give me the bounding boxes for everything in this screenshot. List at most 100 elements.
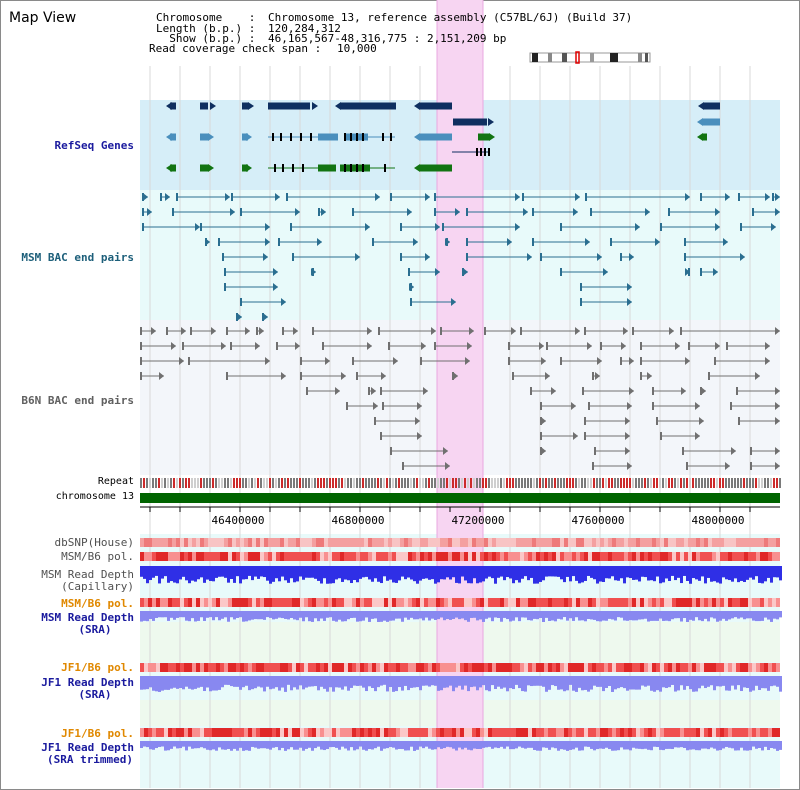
- repeat-segment: [584, 478, 586, 488]
- msm-pol2-heat-cell: [708, 598, 712, 607]
- jf1-sra-depth-bar: [518, 676, 521, 689]
- jf1-pol2-heat-cell: [576, 728, 580, 737]
- jf1-pol-heat-cell: [616, 663, 620, 672]
- msm-pol-heat-cell: [648, 552, 652, 561]
- jf1-trimmed-depth-bar: [695, 741, 698, 751]
- msm-bac-pair-arrow: [375, 193, 380, 201]
- msm-pol-heat-cell: [756, 552, 760, 561]
- jf1-pol2-heat-cell: [396, 728, 400, 737]
- dbsnp-heat-cell: [352, 538, 356, 547]
- msm-pol2-heat-cell: [160, 598, 164, 607]
- msm-pol2-heat-cell: [660, 598, 664, 607]
- msm-capillary-depth-bar: [761, 566, 764, 584]
- jf1-sra-depth-bar: [428, 676, 431, 687]
- msm-pol2-heat-cell: [564, 598, 568, 607]
- jf1-pol2-heat-cell: [152, 728, 156, 737]
- jf1-pol2-heat-cell: [156, 728, 160, 737]
- jf1-trimmed-depth-bar: [392, 741, 395, 748]
- jf1-pol-heat-cell: [348, 663, 352, 672]
- jf1-pol2-heat-cell: [520, 728, 524, 737]
- msm-bac-pair-arrow: [527, 253, 532, 261]
- msm-pol2-heat-cell: [156, 598, 160, 607]
- jf1-sra-depth-bar: [689, 676, 692, 690]
- jf1-sra-depth-bar: [395, 676, 398, 692]
- msm-pol-heat-cell: [464, 552, 468, 561]
- dbsnp-heat-cell: [748, 538, 752, 547]
- b6n-bac-pair-arrow: [443, 447, 448, 455]
- jf1-sra-depth-bar: [593, 676, 596, 686]
- jf1-sra-depth-bar: [569, 676, 572, 685]
- msm-sra-depth-bar: [593, 611, 596, 620]
- b6n-bac-pair-arrow: [293, 327, 298, 335]
- jf1-trimmed-depth-bar: [389, 741, 392, 747]
- msm-capillary-depth-bar: [176, 566, 179, 584]
- msm-capillary-depth-bar: [611, 566, 614, 577]
- jf1-trimmed-depth-bar: [746, 741, 749, 751]
- msm-capillary-depth-bar: [668, 566, 671, 582]
- jf1-pol2-heat-cell: [356, 728, 360, 737]
- jf1-trimmed-depth-bar: [524, 741, 527, 749]
- msm-pol-heat-cell: [624, 552, 628, 561]
- b6n-bac-pair-end: [140, 357, 142, 365]
- msm-sra-depth-bar: [287, 611, 290, 620]
- jf1-pol-heat-cell: [700, 663, 704, 672]
- msm-pol2-heat-cell: [688, 598, 692, 607]
- jf1-sra-depth-bar: [764, 676, 767, 689]
- jf1-trimmed-depth-bar: [662, 741, 665, 751]
- msm-bac-pair-arrow: [627, 283, 632, 291]
- repeat-segment: [611, 478, 613, 488]
- b6n-bac-pair-end: [140, 342, 142, 350]
- msm-capillary-depth-bar: [371, 566, 374, 582]
- msm-pol2-heat-cell: [712, 598, 716, 607]
- jf1-sra-depth-bar: [155, 676, 158, 692]
- jf1-sra-depth-bar: [320, 676, 323, 687]
- refseq-gene-steel-2-arrow-left: [697, 118, 703, 126]
- jf1-sra-depth-bar: [374, 676, 377, 692]
- jf1-pol-heat-cell: [724, 663, 728, 672]
- b6n-bac-pair-arrow: [171, 342, 176, 350]
- jf1-trimmed-depth-bar: [476, 741, 479, 749]
- track-label-msm-bac[interactable]: MSM BAC end pairs: [21, 251, 134, 264]
- track-label-b6n-bac[interactable]: B6N BAC end pairs: [21, 394, 134, 407]
- msm-pol2-heat-cell: [692, 598, 696, 607]
- jf1-trimmed-depth-bar: [182, 741, 185, 747]
- dbsnp-heat-cell: [296, 538, 300, 547]
- msm-sra-depth-bar: [725, 611, 728, 621]
- jf1-pol-heat-cell: [292, 663, 296, 672]
- msm-sra-depth-bar: [356, 611, 359, 622]
- jf1-pol2-heat-cell: [636, 728, 640, 737]
- jf1-pol2-heat-cell: [528, 728, 532, 737]
- jf1-sra-depth-bar: [425, 676, 428, 686]
- msm-capillary-depth-bar: [587, 566, 590, 576]
- repeat-segment: [644, 478, 646, 488]
- msm-capillary-depth-bar: [413, 566, 416, 582]
- msm-sra-depth-bar: [335, 611, 338, 622]
- msm-capillary-depth-bar: [302, 566, 305, 580]
- b6n-bac-pair-arrow: [467, 342, 472, 350]
- msm-pol2-heat-cell: [376, 598, 380, 607]
- jf1-sra-depth-bar: [722, 676, 725, 686]
- jf1-pol2-heat-cell: [776, 728, 780, 737]
- dbsnp-heat-cell: [160, 538, 164, 547]
- track-label-refseq-genes[interactable]: RefSeq Genes: [54, 139, 134, 152]
- axis-tick-label: 46800000: [332, 514, 385, 527]
- msm-sra-depth-bar: [719, 611, 722, 621]
- jf1-pol2-heat-cell: [168, 728, 172, 737]
- repeat-segment: [314, 478, 316, 488]
- repeat-segment: [752, 478, 754, 488]
- jf1-pol-heat-cell: [276, 663, 280, 672]
- jf1-sra-depth-bar: [188, 676, 191, 689]
- jf1-trimmed-depth-bar: [431, 741, 434, 750]
- repeat-segment: [248, 478, 250, 488]
- msm-pol2-heat-cell: [520, 598, 524, 607]
- msm-sra-depth-bar: [689, 611, 692, 620]
- msm-capillary-depth-bar: [317, 566, 320, 581]
- track-label-jf1-b6-pol-1: JF1/B6 pol.: [61, 661, 134, 674]
- msm-pol2-heat-cell: [584, 598, 588, 607]
- jf1-pol-heat-cell: [384, 663, 388, 672]
- dbsnp-heat-cell: [680, 538, 684, 547]
- msm-sra-depth-bar: [284, 611, 287, 619]
- b6n-bac-pair-end: [594, 447, 596, 455]
- msm-pol-heat-cell: [580, 552, 584, 561]
